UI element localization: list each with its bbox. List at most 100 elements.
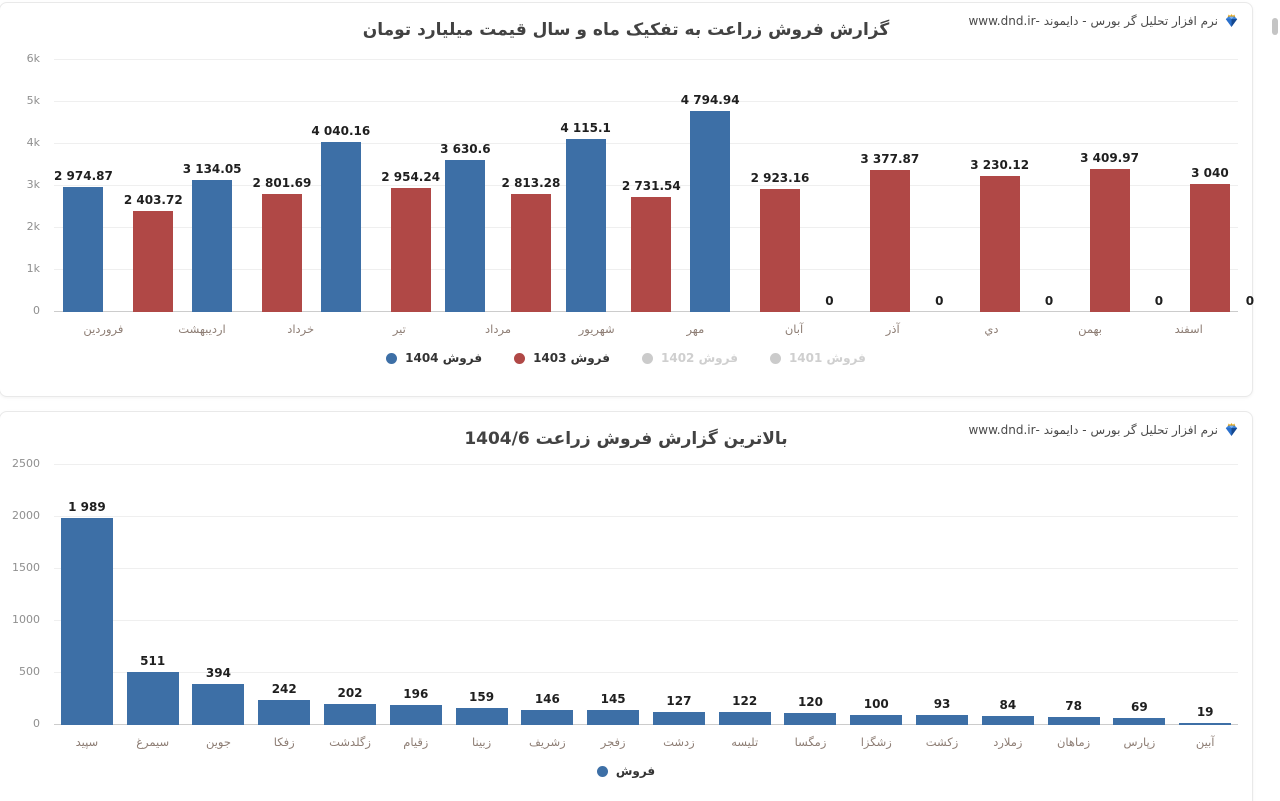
bar-wrap: 2 974.87 [54, 170, 113, 312]
x-tick-label: شهریور [578, 322, 615, 336]
x-axis-labels: فروردین اردیبهشت خرداد تیر مرداد شهریور مهر آبا… [54, 322, 1238, 336]
bar-wrap: 0 [1139, 295, 1179, 312]
bar[interactable] [784, 713, 837, 725]
y-tick-label: 500 [19, 665, 40, 678]
x-tick-label: فروردین [83, 322, 124, 336]
bar[interactable] [869, 170, 910, 312]
bar-value-label: 4 040.16 [311, 124, 371, 138]
bar[interactable] [850, 715, 903, 725]
x-tick-label: زشریف [529, 735, 566, 749]
x-tick-label: خرداد [287, 322, 315, 336]
legend-label: فروش 1401 [788, 351, 866, 365]
bar-wrap: 3 630.6 [440, 142, 491, 312]
bar-wrap: 242 [258, 683, 311, 725]
legend-item-2[interactable]: فروش 1402 [642, 351, 738, 365]
scrollbar[interactable] [1270, 0, 1280, 801]
bar-group: 100 [843, 698, 909, 725]
bar[interactable] [324, 704, 377, 725]
gridline: 2000 [12, 509, 1238, 522]
bar[interactable] [916, 715, 969, 725]
bar-group: 159 [449, 691, 515, 725]
legend-dot-icon [642, 352, 653, 364]
bar-wrap: 19 [1179, 705, 1232, 725]
x-axis-line: 0 [33, 717, 1238, 730]
bar[interactable] [63, 187, 104, 312]
x-tick-label: زماهان [1056, 735, 1091, 749]
bar[interactable] [133, 211, 174, 312]
x-tick-label: زفکا [273, 735, 295, 749]
bar-wrap: 3 134.05 [183, 163, 242, 312]
legend-item-0[interactable]: فروش [596, 764, 656, 778]
bar-value-label: 3 040 [1191, 166, 1229, 180]
bar[interactable] [521, 710, 574, 725]
scrollbar-thumb[interactable] [1272, 18, 1278, 35]
bar[interactable] [192, 684, 245, 725]
bar-value-label: 2 923.16 [750, 171, 810, 185]
bar[interactable] [258, 700, 311, 725]
bar-group: 127 [646, 695, 712, 725]
legend-item-3[interactable]: فروش 1401 [769, 351, 866, 365]
bar-value-label: 93 [933, 697, 951, 711]
legend-item-0[interactable]: فروش 1404 [386, 351, 482, 365]
monthly-sales-chart: 0 1k 2k 3k 4k 5k 6k 2 974.87 2 403.72 3 134.05 2 8… [0, 52, 1254, 365]
x-tick-label: زدشت [663, 735, 695, 749]
bar[interactable] [690, 111, 731, 312]
bar-group: 19 [1172, 706, 1238, 725]
bar[interactable] [631, 197, 672, 312]
bar[interactable] [979, 176, 1020, 312]
bar[interactable] [718, 712, 771, 725]
bar-wrap: 3 230.12 [970, 159, 1029, 312]
bar-group: 120 [778, 696, 844, 725]
bar[interactable] [510, 194, 551, 312]
bar-value-label: 159 [469, 690, 495, 704]
gridline: 3k [27, 178, 1238, 191]
bar-group: 93 [909, 698, 975, 725]
bar[interactable] [652, 712, 705, 725]
bar-wrap: 122 [718, 695, 771, 725]
bar[interactable] [1089, 169, 1130, 312]
bar-wrap: 145 [587, 693, 640, 725]
bar[interactable] [1047, 717, 1100, 725]
bar-wrap: 78 [1047, 699, 1100, 725]
bar[interactable] [445, 160, 486, 312]
legend-item-1[interactable]: فروش 1403 [514, 351, 610, 365]
x-tick-label: آبین [1195, 735, 1215, 749]
bar-wrap: 159 [455, 690, 508, 725]
gridline: 2500 [12, 457, 1238, 470]
bar[interactable] [1113, 718, 1166, 725]
y-tick-label: 1500 [12, 561, 40, 574]
legend-label: فروش 1402 [661, 351, 738, 365]
y-tick-label: 3k [26, 178, 40, 191]
bar[interactable] [1179, 723, 1232, 725]
bar-value-label: 3 630.6 [440, 142, 491, 156]
bar-wrap: 2 801.69 [253, 177, 311, 312]
bar[interactable] [1189, 184, 1230, 312]
legend-label: فروش [615, 764, 656, 778]
bar[interactable] [587, 710, 640, 725]
bar[interactable] [192, 180, 233, 312]
bar-value-label: 146 [534, 692, 560, 706]
bar[interactable] [389, 705, 442, 725]
x-tick-label: زفجر [600, 735, 626, 749]
bar[interactable] [320, 142, 361, 312]
bar[interactable] [981, 716, 1034, 725]
diamond-logo-icon [1223, 12, 1240, 29]
bar[interactable] [390, 188, 431, 312]
legend-dot-icon [769, 352, 781, 364]
bar[interactable] [261, 194, 302, 312]
bar[interactable] [759, 189, 800, 312]
legend-dot-icon [386, 352, 398, 364]
x-tick-label: سیمرغ [136, 735, 170, 749]
bar-wrap: 93 [916, 697, 969, 725]
bar-value-label: 120 [797, 695, 824, 709]
bar-value-label: 100 [863, 697, 889, 711]
bar[interactable] [60, 518, 113, 725]
bar-value-label: 19 [1196, 705, 1214, 719]
bar[interactable] [565, 139, 606, 312]
bar[interactable] [126, 672, 179, 725]
y-tick-label: 2k [26, 220, 40, 233]
bar-value-label: 78 [1065, 699, 1082, 713]
bar[interactable] [455, 708, 508, 725]
bar-value-label: 0 [825, 294, 834, 308]
y-tick-label: 4k [26, 136, 40, 149]
